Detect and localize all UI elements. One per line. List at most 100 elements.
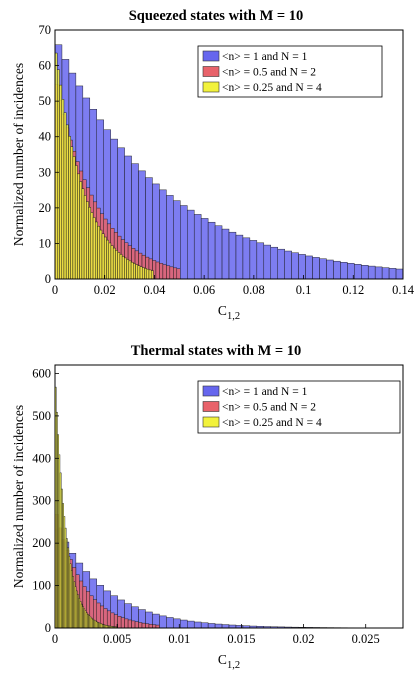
histogram-bar <box>139 266 143 280</box>
x-axis-label: C1,2 <box>218 303 240 322</box>
histogram-bar <box>137 265 141 280</box>
histogram-bar <box>207 221 216 280</box>
x-axis-label-sub: 1,2 <box>227 311 240 322</box>
histogram-bar <box>90 212 94 280</box>
x-axis-label-main: C <box>218 303 227 318</box>
histogram-bar <box>81 188 85 280</box>
histogram-bar <box>361 265 369 280</box>
histogram-bar <box>166 617 174 629</box>
histogram-bar <box>135 264 139 280</box>
histogram-bar <box>130 262 134 280</box>
histogram-bar <box>284 250 292 280</box>
y-tick-label: 20 <box>39 201 52 215</box>
legend-label: <n> = 0.25 and N = 4 <box>222 417 322 429</box>
legend-swatch <box>202 401 220 412</box>
histogram-bar <box>169 266 174 280</box>
histogram-bar <box>214 225 223 280</box>
histogram-bar <box>74 165 78 280</box>
histogram-bar <box>124 257 127 280</box>
histogram-bar <box>72 156 76 280</box>
histogram-bar <box>61 99 65 280</box>
y-tick-label: 100 <box>32 579 51 593</box>
histogram-bar <box>117 252 121 280</box>
chart-title: Thermal states with M = 10 <box>131 343 302 359</box>
histogram-bar <box>92 217 96 280</box>
histogram-bar <box>148 269 152 280</box>
histogram-bar <box>374 266 383 280</box>
histogram-bar <box>162 264 167 280</box>
histogram-bar <box>101 233 105 280</box>
histogram-bar <box>106 239 109 280</box>
histogram-bar <box>270 246 278 280</box>
histogram-bar <box>127 619 132 629</box>
legend-label: <n> = 0.5 and N = 2 <box>222 402 316 414</box>
histogram-bar <box>141 622 146 629</box>
histogram-bar <box>103 236 107 280</box>
histogram-bar <box>312 257 320 280</box>
histogram-bar <box>367 265 376 280</box>
histogram-bar <box>95 221 98 280</box>
histogram-bar <box>108 242 112 280</box>
histogram-bar <box>79 181 83 280</box>
histogram-bar <box>126 259 130 280</box>
histogram-bar <box>133 263 136 280</box>
x-tick-label: 0 <box>52 283 58 297</box>
legend-label: <n> = 1 and N = 1 <box>222 51 308 63</box>
y-tick-label: 500 <box>32 409 51 423</box>
y-axis-label: Normalized number of incidences <box>11 405 26 588</box>
y-tick-label: 30 <box>39 165 52 179</box>
x-tick-label: 0.015 <box>227 632 255 646</box>
histogram-bar <box>340 262 348 280</box>
histogram-bar <box>228 231 237 280</box>
histogram-bar <box>148 623 153 629</box>
histogram-bar <box>134 621 139 629</box>
histogram-bar <box>86 201 89 280</box>
legend: <n> = 1 and N = 1 <n> = 0.5 and N = 2 <n… <box>197 380 401 434</box>
histogram-bar <box>159 263 164 280</box>
y-axis-label: Normalized number of incidences <box>11 63 26 246</box>
y-tick-label: 10 <box>39 236 52 250</box>
histogram-bar <box>70 146 74 280</box>
histogram-bar <box>112 247 116 280</box>
histogram-bar <box>146 268 150 280</box>
histogram-bar <box>88 207 92 280</box>
histogram-bar <box>144 268 147 280</box>
x-axis-label-sub: 1,2 <box>227 660 240 671</box>
histogram-bar <box>333 260 341 280</box>
x-tick-label: 0.02 <box>293 632 315 646</box>
histogram-bar <box>124 618 129 629</box>
histogram-bar <box>77 173 80 280</box>
histogram-bar <box>119 254 123 280</box>
x-tick-label: 0.06 <box>193 283 215 297</box>
legend-swatch <box>202 81 220 93</box>
histogram-bar <box>187 620 195 629</box>
y-tick-label: 0 <box>45 272 51 286</box>
histogram-bar <box>65 124 69 280</box>
x-tick-label: 0.02 <box>94 283 116 297</box>
x-tick-label: 0.005 <box>103 632 131 646</box>
histogram-bar <box>68 135 71 280</box>
histogram-bar <box>242 237 251 280</box>
y-tick-label: 50 <box>39 94 52 108</box>
x-axis-label: C1,2 <box>218 652 240 671</box>
y-tick-label: 0 <box>45 621 51 635</box>
y-tick-label: 70 <box>39 23 52 37</box>
histogram-bar <box>166 265 171 280</box>
histogram-bar <box>193 214 202 280</box>
x-tick-label: 0.04 <box>143 283 166 297</box>
legend-swatch <box>202 416 220 428</box>
histogram-bar <box>180 619 188 629</box>
histogram-bar <box>187 209 195 280</box>
tick-group: 0 0.02 0.04 0.06 0.08 0.1 0.12 0.14 0 10 20 30 40 50 6… <box>39 23 415 297</box>
legend-swatch <box>202 50 220 62</box>
histogram-bar <box>277 248 285 280</box>
x-tick-label: 0.12 <box>342 283 364 297</box>
histogram-bar <box>388 268 397 280</box>
histogram-bar <box>354 264 362 280</box>
legend-swatch <box>202 66 220 77</box>
legend-label: <n> = 0.5 and N = 2 <box>222 67 316 79</box>
x-tick-label: 0.08 <box>243 283 265 297</box>
plot-frame <box>54 364 404 629</box>
histogram-bar <box>221 624 230 629</box>
